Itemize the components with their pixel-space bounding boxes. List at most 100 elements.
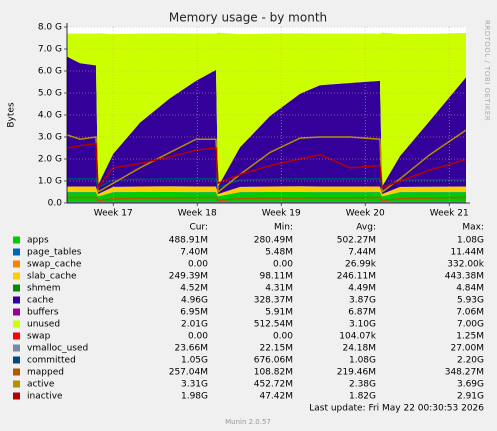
legend-stat: 6.87M [348,308,376,318]
legend-label: mapped [27,368,64,378]
footer: Last update: Fri May 22 00:30:53 2026 [309,404,484,414]
legend-stat: 348.27M [445,368,484,378]
legend-stat: 676.06M [254,356,293,366]
legend-swatch [13,296,20,304]
x-tick-label: Week 20 [346,209,385,219]
x-tick-label: Week 21 [430,209,469,219]
legend-label: vmalloc_used [27,344,88,354]
legend-stat: 1.05G [181,356,208,366]
legend-stat: 5.91M [265,308,293,318]
legend-stat: 98.11M [259,272,293,282]
legend-swatch [13,380,20,388]
legend-label: swap_cache [27,260,82,270]
legend-label: active [27,380,55,390]
legend-stat: 452.72M [254,380,293,390]
legend-swatch [13,260,20,268]
legend-label: committed [27,356,76,366]
legend-stat: 4.31M [265,284,293,294]
legend-stat: 7.00G [457,320,484,330]
legend-swatch [13,356,20,364]
y-tick-label: 6.0 G [38,67,62,77]
legend-swatch [13,332,20,340]
legend-stat: 0.00 [273,260,293,270]
legend-stat: 7.06M [456,308,484,318]
legend-stat: 27.00M [450,344,484,354]
legend-stat: 2.20G [457,356,484,366]
x-tick-label: Week 18 [178,209,217,219]
area [67,56,466,194]
legend-swatch [13,320,20,328]
legend-stat: 104.07k [339,332,376,342]
stats-header: Max: [462,223,484,233]
version: Munin 2.0.57 [225,418,271,426]
legend-stat: 26.99k [345,260,377,270]
legend-stat: 1.08G [349,356,376,366]
legend-stat: 2.01G [181,320,208,330]
stats-header: Min: [274,223,293,233]
legend-stat: 328.37M [254,296,293,306]
legend-stat: 3.87G [349,296,376,306]
y-tick-label: 2.0 G [38,155,62,165]
legend-swatch [13,284,20,292]
legend-stat: 219.46M [337,368,376,378]
y-tick-label: 7.0 G [38,45,62,55]
legend-swatch [13,392,20,400]
legend-label: shmem [27,284,60,294]
legend-stat: 3.69G [457,380,484,390]
legend-swatch [13,344,20,352]
legend-stat: 11.44M [450,248,484,258]
legend-stat: 443.38M [445,272,484,282]
y-tick-label: 5.0 G [38,89,62,99]
legend-stat: 0.00 [273,332,293,342]
legend-stat: 3.10G [349,320,376,330]
y-tick-label: 4.0 G [38,111,62,121]
legend-stat: 47.42M [259,392,293,402]
legend-swatch [13,236,20,244]
legend-stat: 7.44M [348,248,376,258]
y-tick-label: 3.0 G [38,133,62,143]
legend-label: page_tables [27,248,82,258]
legend-stat: 1.82G [349,392,376,402]
legend-label: slab_cache [27,272,77,282]
legend-stat: 5.93G [457,296,484,306]
legend-stat: 249.39M [169,272,208,282]
legend-stat: 1.98G [181,392,208,402]
legend-stat: 4.49M [348,284,376,294]
legend-label: buffers [27,308,59,318]
legend-swatch [13,248,20,256]
legend-stat: 23.66M [174,344,208,354]
legend-stat: 7.40M [180,248,208,258]
legend-stat: 108.82M [254,368,293,378]
y-tick-label: 8.0 G [38,23,62,33]
legend-stat: 1.08G [457,236,484,246]
legend-stat: 22.15M [259,344,293,354]
legend-stat: 3.31G [181,380,208,390]
legend-stat: 257.04M [169,368,208,378]
legend-stat: 512.54M [254,320,293,330]
x-tick-label: Week 17 [94,209,133,219]
legend-stat: 4.96G [181,296,208,306]
legend-stat: 24.18M [342,344,376,354]
legend-stat: 0.00 [188,260,208,270]
legend-stat: 4.52M [180,284,208,294]
line [66,142,467,190]
legend-stat: 246.11M [337,272,376,282]
legend-swatch [13,272,20,280]
legend-stat: 4.84M [456,284,484,294]
area [67,186,466,197]
legend-label: cache [27,296,54,306]
legend-stat: 2.91G [457,392,484,402]
legend-stat: 1.25M [456,332,484,342]
legend-label: inactive [27,392,63,402]
legend-stat: 502.27M [337,236,376,246]
legend-stat: 5.48M [265,248,293,258]
legend-label: apps [27,236,49,246]
x-tick-label: Week 19 [262,209,301,219]
legend-swatch [13,308,20,316]
y-tick-label: 1.0 G [38,177,62,187]
y-tick-label: 0.0 [48,199,63,209]
legend-stat: 0.00 [188,332,208,342]
stats-header: Avg: [356,223,376,233]
side-text: RRDTOOL / TOBI OETIKER [483,20,491,121]
y-axis-label: Bytes [7,102,17,128]
